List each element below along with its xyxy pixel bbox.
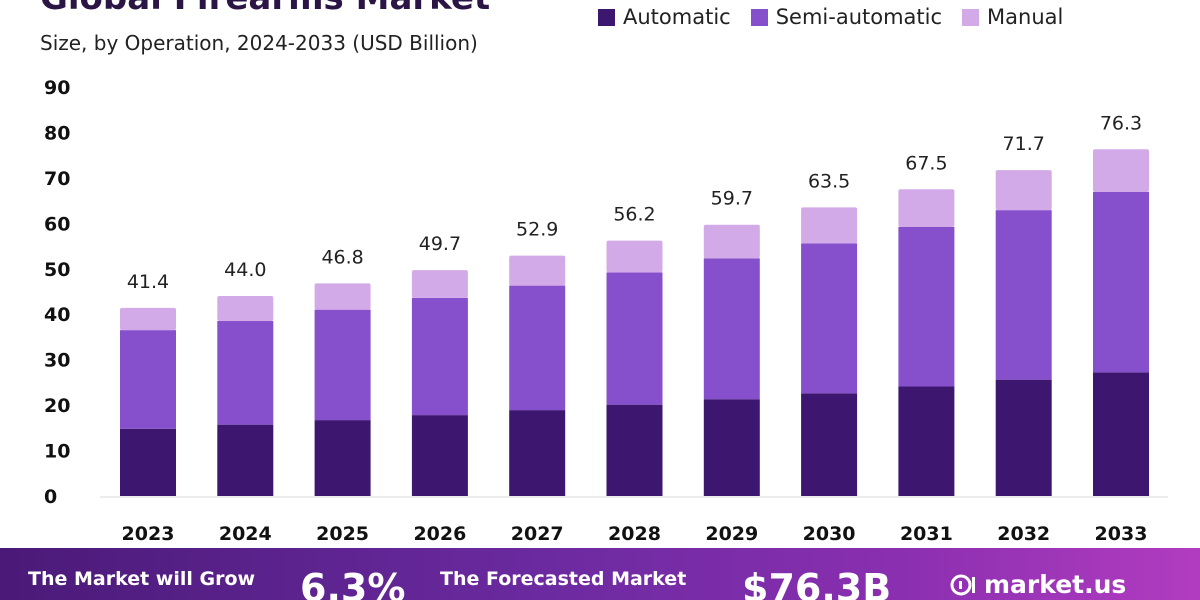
- y-tick-label: 0: [44, 486, 57, 508]
- bar-total-label-2032: 71.7: [1003, 133, 1045, 155]
- x-tick-label-2028: 2028: [608, 523, 661, 545]
- legend-swatch-automatic: [598, 8, 615, 26]
- bar-semi-automatic-2026: [411, 297, 468, 416]
- bar-semi-automatic-2029: [703, 258, 760, 400]
- bar-total-label-2027: 52.9: [516, 219, 558, 241]
- chart-subtitle: Size, by Operation, 2024-2033 (USD Billi…: [40, 31, 478, 55]
- stacked-bar-chart: 010203040506070809041.4202344.0202446.82…: [44, 77, 1168, 545]
- bar-semi-automatic-2024: [217, 321, 274, 425]
- y-tick-label: 70: [44, 168, 70, 190]
- bar-total-label-2028: 56.2: [613, 204, 655, 226]
- bar-automatic-2032: [995, 379, 1052, 496]
- bar-automatic-2024: [217, 424, 274, 496]
- footer-grow-label: The Market will Grow: [28, 568, 256, 590]
- legend-label-semi-automatic: Semi-automatic: [775, 5, 943, 29]
- x-tick-label-2029: 2029: [705, 523, 758, 545]
- y-tick-label: 20: [44, 395, 70, 417]
- bar-semi-automatic-2031: [898, 226, 955, 387]
- bar-semi-automatic-2023: [120, 330, 176, 429]
- brand-logo: market.us: [950, 570, 1126, 599]
- legend-label-manual: Manual: [987, 5, 1064, 29]
- y-tick-label: 60: [44, 213, 70, 235]
- bar-semi-automatic-2028: [606, 272, 663, 405]
- legend-swatch-semi-automatic: [750, 8, 768, 26]
- bar-total-label-2030: 63.5: [808, 170, 850, 192]
- y-tick-label: 40: [44, 304, 70, 326]
- x-tick-label-2032: 2032: [997, 523, 1050, 545]
- bar-automatic-2025: [314, 420, 371, 496]
- bar-semi-automatic-2030: [801, 243, 858, 394]
- legend-item-manual: Manual: [962, 5, 1063, 29]
- bar-automatic-2031: [898, 386, 955, 496]
- market-us-logo-icon: [950, 574, 975, 595]
- x-tick-label-2025: 2025: [316, 523, 369, 545]
- x-tick-label-2033: 2033: [1095, 523, 1148, 545]
- bar-manual-2030: [801, 207, 858, 244]
- bar-manual-2025: [314, 283, 371, 310]
- bar-total-label-2023: 41.4: [127, 271, 169, 293]
- bar-manual-2033: [1093, 149, 1149, 192]
- bar-total-label-2031: 67.5: [905, 152, 947, 174]
- legend-item-semi-automatic: Semi-automatic: [750, 5, 943, 29]
- x-tick-label-2024: 2024: [219, 523, 272, 545]
- bar-manual-2032: [995, 170, 1052, 211]
- footer-forecast-label: The Forecasted Market: [440, 568, 687, 590]
- y-tick-label: 30: [44, 350, 70, 372]
- footer-forecast-value: $76.3B: [742, 566, 892, 600]
- bar-manual-2031: [898, 189, 955, 227]
- bar-semi-automatic-2025: [314, 309, 371, 421]
- legend: Automatic Semi-automatic Manual: [598, 5, 1063, 29]
- bar-total-label-2025: 46.8: [321, 246, 363, 268]
- bar-total-label-2024: 44.0: [224, 259, 266, 281]
- x-tick-label-2027: 2027: [511, 523, 564, 545]
- bar-manual-2027: [509, 255, 566, 286]
- bar-automatic-2023: [120, 428, 176, 496]
- bar-manual-2029: [703, 224, 760, 259]
- bar-automatic-2026: [411, 415, 468, 496]
- bar-semi-automatic-2033: [1093, 191, 1149, 373]
- bar-manual-2024: [217, 296, 274, 322]
- bar-automatic-2028: [606, 404, 663, 496]
- y-tick-label: 90: [44, 77, 70, 99]
- chart-title: Global Firearms Market: [40, 0, 490, 18]
- legend-label-automatic: Automatic: [623, 5, 731, 29]
- bar-semi-automatic-2032: [995, 210, 1052, 380]
- legend-swatch-manual: [962, 8, 980, 26]
- bar-automatic-2030: [801, 393, 858, 496]
- bar-automatic-2027: [509, 410, 566, 496]
- x-tick-label-2031: 2031: [900, 523, 953, 545]
- bar-total-label-2033: 76.3: [1100, 112, 1142, 134]
- brand-name: market.us: [984, 570, 1127, 599]
- bar-automatic-2029: [703, 399, 760, 496]
- bar-semi-automatic-2027: [509, 285, 566, 411]
- bar-manual-2023: [120, 307, 176, 331]
- footer-cagr-value: 6.3%: [300, 566, 406, 600]
- bar-automatic-2033: [1093, 372, 1149, 496]
- x-tick-label-2026: 2026: [413, 523, 466, 545]
- y-tick-label: 80: [44, 122, 70, 144]
- bar-total-label-2029: 59.7: [711, 188, 753, 210]
- y-tick-label: 50: [44, 259, 70, 281]
- legend-item-automatic: Automatic: [598, 5, 731, 29]
- bar-manual-2026: [411, 270, 468, 298]
- y-tick-label: 10: [44, 441, 70, 463]
- x-tick-label-2023: 2023: [122, 523, 175, 545]
- bar-manual-2028: [606, 240, 663, 273]
- bar-total-label-2026: 49.7: [419, 233, 461, 255]
- x-tick-label-2030: 2030: [803, 523, 856, 545]
- footer-banner: The Market will Grow 6.3% The Forecasted…: [0, 548, 1200, 600]
